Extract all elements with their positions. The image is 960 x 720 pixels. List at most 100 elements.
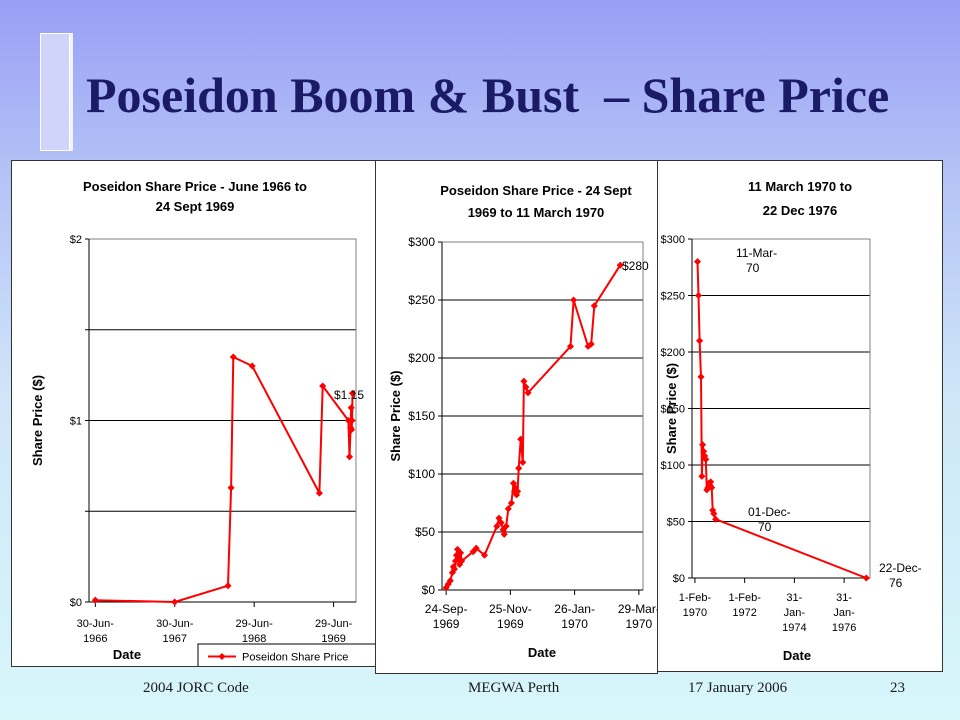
footer-page-number: 23 [890,680,905,696]
chart1-xtick-label: 29-Jun- [236,618,274,630]
chart1-legend-box [197,643,377,666]
chart3-xtick-label: 1974 [782,622,806,634]
chart1-xtick-label: 30-Jun- [77,618,115,630]
chart2-data-point [500,530,508,538]
chart3-series-line [696,261,867,579]
chart3-annotation: 70 [746,261,760,275]
chart3-xtick-label: 1-Feb- [679,592,712,604]
chart3-xtick-label: 1976 [832,622,856,634]
chart-panel-1970-1976: 11 March 1970 to 22 Dec 1976 $0 $50 $100 $150… [655,160,943,672]
chart3-data-point [707,478,715,486]
chart1-ylabel: Share Price ($) [30,375,45,466]
chart2-data-point [458,557,466,565]
chart-panel-1966-1969: Poseidon Share Price - June 1966 to 24 Se… [11,160,378,667]
chart2-ylabel: Share Price ($) [388,370,403,461]
chart-3-svg: 11 March 1970 to 22 Dec 1976 $0 $50 $100 $150… [661,179,922,663]
chart2-xtick-label: 26-Jan- [554,602,595,616]
chart1-xtick-label: 1969 [321,633,345,645]
chart2-data-point [520,377,528,385]
chart2-data-point [570,296,578,304]
chart3-ylabel: Share Price ($) [664,363,679,454]
chart2-data-point [504,505,512,513]
chart1-data-point [348,426,356,434]
chart1-annotation: $1.15 [334,388,364,402]
chart3-xtick-label: Jan- [784,607,806,619]
chart1-data-point [345,453,354,461]
chart3-data-point [862,574,870,582]
chart1-data-point [224,582,232,590]
chart2-ytick-label: $50 [415,525,435,539]
chart3-annotation: 22-Dec- [879,561,922,575]
chart2-annotation: $280 [622,259,649,273]
chart2-xtick-label: 1970 [626,617,653,631]
chart3-data-point [693,258,702,266]
chart3-annotation: 76 [889,576,903,590]
chart1-legend-marker [218,652,226,661]
chart2-xtick-label: 1969 [433,617,460,631]
chart1-ytick-label: $1 [70,416,82,428]
chart2-xtick-label: 1970 [561,617,588,631]
chart3-xtick-label: 31- [786,592,802,604]
chart2-data-point [493,522,501,530]
chart3-xlabel: Date [783,648,811,663]
chart2-ytick-label: $150 [408,409,435,423]
footer-center: MEGWA Perth [468,680,560,696]
chart3-ytick-label: $100 [661,460,685,472]
chart1-ytick-label: $2 [70,234,82,246]
chart2-data-point [497,519,505,527]
chart2-data-point [519,458,527,466]
chart3-ytick-label: $300 [661,234,685,246]
chart3-ytick-label: $200 [661,347,685,359]
chart1-data-point [171,598,179,606]
chart3-xtick-label: 1972 [732,607,756,619]
chart1-data-point [248,362,256,370]
footer-date: 17 January 2006 [688,680,788,696]
chart2-data-point [472,544,480,552]
chart1-xtick-label: 1968 [242,633,266,645]
chart3-xtick-label: 31- [836,592,852,604]
title-accent-bar [40,33,70,151]
chart3-ytick-label: $250 [661,291,685,303]
chart1-legend-label: Poseidon Share Price [242,652,348,664]
chart3-annotation: 11-Mar- [736,246,777,260]
chart2-data-point [480,551,489,559]
chart2-data-point [502,522,510,530]
chart1-data-point [348,416,356,425]
chart2-xtick-label: 1969 [497,617,524,631]
chart2-ytick-label: $200 [408,351,435,365]
chart3-data-point [702,455,710,463]
chart3-ytick-label: $50 [667,517,685,529]
chart2-title-line: Poseidon Share Price - 24 Sept [440,183,632,198]
chart1-data-point [344,416,352,425]
chart1-ytick-label: $0 [70,597,82,609]
chart1-data-point [229,353,237,361]
chart1-series-line [95,356,354,603]
chart3-data-point [700,447,708,455]
chart3-data-point [696,337,704,345]
chart3-xtick-label: 1-Feb- [728,592,761,604]
chart2-data-point [524,389,532,397]
chart3-data-point [699,441,707,449]
chart2-ytick-label: $100 [408,467,435,481]
chart1-data-point [319,382,327,390]
chart1-xtick-label: 1966 [83,633,107,645]
chart3-data-point [697,373,705,381]
chart3-annotation: 01-Dec- [748,505,791,519]
chart1-data-point [91,596,99,604]
chart2-data-point [517,435,525,443]
chart-panel-1969-1970: Poseidon Share Price - 24 Sept 1969 to 11… [375,160,658,674]
chart2-data-point [515,464,523,472]
chart1-title-line: 24 Sept 1969 [156,199,235,214]
chart2-ytick-label: $0 [422,583,436,597]
chart1-xtick-label: 1967 [162,633,186,645]
chart3-ytick-label: $150 [661,404,685,416]
chart2-series-line [445,264,622,589]
chart1-data-point [227,484,235,492]
slide-title: Poseidon Boom & Bust – Share Price [86,67,890,123]
chart2-title-line: 1969 to 11 March 1970 [468,205,605,220]
chart3-data-point [708,484,716,492]
chart2-xtick-label: 24-Sep- [425,602,468,616]
chart3-ytick-label: $0 [673,573,685,585]
chart2-data-point [507,499,515,507]
chart1-data-point [315,489,323,497]
